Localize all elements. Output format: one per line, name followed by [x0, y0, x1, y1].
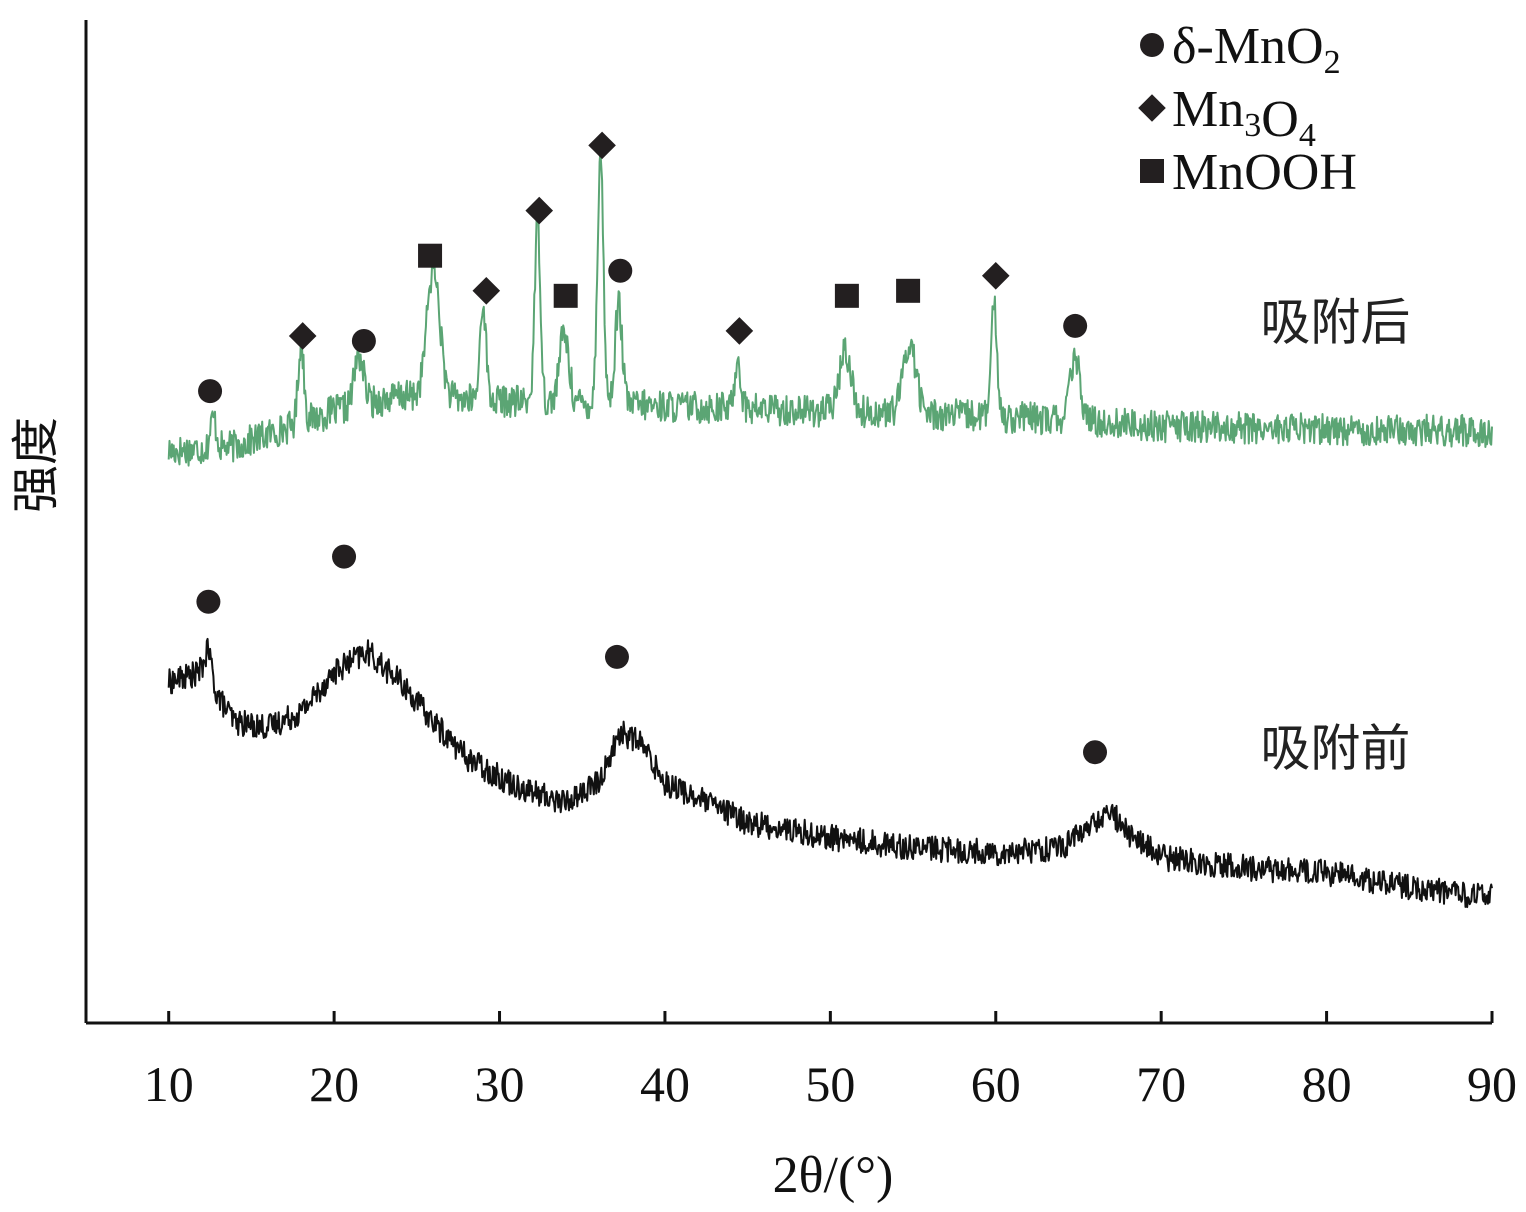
- peak-markers: [196, 131, 1108, 765]
- legend-marker-diamond: [1138, 94, 1166, 122]
- series-line-0: [167, 150, 1493, 467]
- plot-curves: [167, 150, 1493, 909]
- peak-marker-square: [834, 283, 859, 308]
- legend-label-part: δ-MnO: [1172, 18, 1324, 75]
- peak-marker-circle: [1063, 313, 1088, 338]
- series-label-1: 吸附前: [1260, 720, 1410, 778]
- peak-marker-square: [553, 283, 578, 308]
- legend-label-part: 4: [1299, 117, 1316, 154]
- legend-label-part: O: [1261, 91, 1299, 148]
- peak-marker-diamond: [981, 261, 1010, 290]
- series-label-0: 吸附后: [1260, 293, 1410, 351]
- peak-marker-diamond: [525, 196, 554, 225]
- x-tick-label: 80: [1302, 1056, 1352, 1112]
- legend-label: Mn3O4: [1172, 81, 1316, 154]
- peak-marker-circle: [1083, 740, 1108, 765]
- x-tick-label: 70: [1136, 1056, 1186, 1112]
- peak-marker-diamond: [725, 317, 754, 345]
- peak-marker-circle: [351, 328, 376, 353]
- peak-marker-circle: [198, 379, 223, 404]
- peak-marker-circle: [196, 589, 221, 614]
- peak-marker-circle: [332, 544, 357, 569]
- x-tick-label: 20: [309, 1056, 359, 1112]
- legend-label-part: Mn: [1172, 81, 1244, 138]
- legend-label-part: 2: [1324, 44, 1341, 81]
- x-tick-label: 40: [640, 1056, 690, 1112]
- legend-label: δ-MnO2: [1172, 18, 1341, 81]
- axes: 10 20 30 40 50 60 70 80 90: [84, 20, 1517, 1112]
- legend-marker-circle: [1140, 33, 1164, 57]
- x-axis-title: 2θ/(°): [773, 1147, 894, 1204]
- series-line-1: [167, 637, 1493, 909]
- x-tick-label: 90: [1467, 1056, 1517, 1112]
- peak-marker-diamond: [588, 131, 616, 160]
- legend-label-part: 3: [1244, 107, 1261, 144]
- peak-marker-circle: [604, 644, 629, 669]
- x-tick-label: 30: [475, 1056, 525, 1112]
- peak-marker-square: [896, 278, 921, 303]
- legend-label: MnOOH: [1172, 144, 1357, 201]
- x-tick-label: 10: [144, 1056, 194, 1112]
- peak-marker-circle: [608, 258, 633, 283]
- peak-marker-diamond: [288, 322, 317, 350]
- y-axis-title: 强度: [8, 417, 64, 513]
- legend-marker-square: [1140, 159, 1164, 183]
- peak-marker-diamond: [472, 277, 501, 305]
- x-tick-label: 60: [971, 1056, 1021, 1112]
- x-tick-label: 50: [805, 1056, 855, 1112]
- legend-label-part: MnOOH: [1172, 144, 1357, 201]
- peak-marker-square: [418, 243, 443, 268]
